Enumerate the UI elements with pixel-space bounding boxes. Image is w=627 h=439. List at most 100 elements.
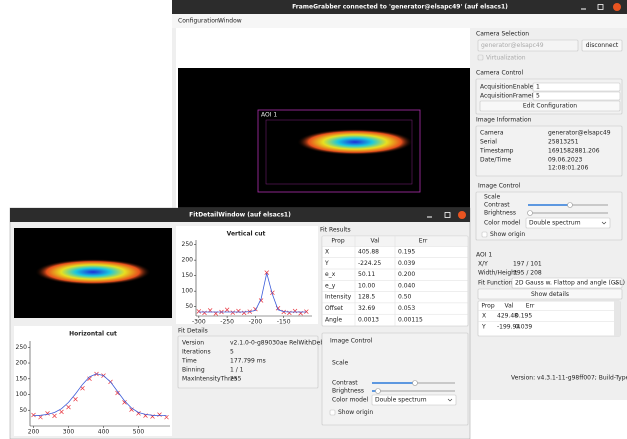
table-scrollbar xyxy=(614,301,620,336)
table-cell: 32.69 xyxy=(358,305,375,312)
info-label: Serial xyxy=(480,139,497,146)
table-cell: 0.195 xyxy=(515,313,532,320)
slider-handle[interactable] xyxy=(528,211,533,216)
section-heading: Camera Control xyxy=(476,70,523,77)
field-value: 5 xyxy=(536,93,540,100)
y-tick-label: 50 xyxy=(19,407,27,414)
table-cell: -224.25 xyxy=(358,260,381,267)
x-tick-label: 200 xyxy=(28,429,40,436)
field-label: Scale xyxy=(484,194,500,201)
beam-spot xyxy=(35,259,151,285)
button-label: disconnect xyxy=(586,42,619,49)
x-tick-label: -200 xyxy=(249,319,263,326)
input[interactable] xyxy=(533,92,620,100)
checkbox[interactable] xyxy=(482,232,487,237)
table-cell: X xyxy=(482,313,486,320)
table-cell: Offset xyxy=(325,305,344,312)
y-tick-label: 150 xyxy=(182,272,194,279)
close-button[interactable] xyxy=(458,211,466,219)
field-label: Color model xyxy=(484,220,521,227)
field-label: AcquisitionEnabled xyxy=(480,84,537,91)
table-cell: 0.0013 xyxy=(358,316,379,323)
info-label: Timestamp xyxy=(479,148,514,155)
info-value: 1691582881.206 xyxy=(548,148,600,155)
checkbox-label: Show origin xyxy=(490,231,525,238)
x-tick-label: -250 xyxy=(220,319,234,326)
detail-label: MaxIntensityThres xyxy=(182,376,237,383)
field-label: Width/Height xyxy=(478,270,518,277)
info-value: 25813251 xyxy=(548,139,579,146)
field-label: Brightness xyxy=(484,210,516,217)
field-label: Scale xyxy=(332,360,348,367)
table-cell: 128.5 xyxy=(358,294,375,301)
slider-handle[interactable] xyxy=(413,381,418,386)
table-cell: Angle xyxy=(325,316,342,323)
y-tick-label: 200 xyxy=(16,360,28,367)
table-cell: 0.039 xyxy=(515,324,532,331)
y-tick-label: 100 xyxy=(182,288,194,295)
x-tick-label: 400 xyxy=(98,429,110,436)
table-cell: 0.200 xyxy=(398,271,415,278)
section-heading: Image Control xyxy=(478,183,521,190)
section-heading: AOI 1 xyxy=(476,252,492,259)
y-tick-label: 250 xyxy=(182,241,194,248)
window-title: FrameGrabber connected to 'generator@els… xyxy=(292,4,508,11)
info-label: Camera xyxy=(480,130,504,137)
checkbox-label: Show origin xyxy=(338,409,373,416)
section-heading: Fit Details xyxy=(178,328,208,335)
slider-handle[interactable] xyxy=(376,389,381,394)
field-label: X/Y xyxy=(478,261,488,268)
table-cell: Y xyxy=(481,324,486,331)
y-tick-label: 200 xyxy=(182,257,194,264)
detail-label: Version xyxy=(182,340,204,347)
menu-item: Configuration xyxy=(178,18,219,25)
table-header: Err xyxy=(526,303,535,310)
combobox-value: Double spectrum xyxy=(375,397,427,404)
info-value: 12:08:01.206 xyxy=(548,165,588,172)
table-cell: 50.11 xyxy=(358,271,375,278)
detail-label: Binning xyxy=(182,367,205,374)
button-label: Edit Configuration xyxy=(523,103,577,110)
x-tick-label: -300 xyxy=(192,319,206,326)
table-cell: e_x xyxy=(325,271,336,278)
menu-item: Window xyxy=(218,18,242,25)
section-heading: Fit Results xyxy=(320,227,351,234)
checkbox-label: Virtualization xyxy=(486,55,526,62)
table-cell: 0.195 xyxy=(398,249,415,256)
table-cell: X xyxy=(325,249,329,256)
horizontal-cut-panel xyxy=(14,326,172,436)
x-tick-label: 500 xyxy=(133,429,145,436)
y-tick-label: 250 xyxy=(16,344,28,351)
field-label: Contrast xyxy=(484,202,510,209)
detail-label: Iterations xyxy=(182,349,211,356)
field-value: 1 xyxy=(536,84,540,91)
slider-handle[interactable] xyxy=(568,203,573,208)
detail-value: 255 xyxy=(230,376,242,383)
field-label: Color model xyxy=(332,397,369,404)
table-cell: 0.00115 xyxy=(398,316,423,323)
field-label: Brightness xyxy=(332,388,364,395)
table-cell: 10.00 xyxy=(358,282,375,289)
y-tick-label: 150 xyxy=(16,375,28,382)
combobox-value: Double spectrum xyxy=(529,220,581,227)
field-label: Fit Function xyxy=(478,280,513,287)
table-cell: 0.053 xyxy=(398,305,415,312)
aoi-label: AOI 1 xyxy=(261,112,277,119)
combobox-value: 2D Gauss w. Flattop and angle (GSL) xyxy=(515,280,625,287)
window-title: FitDetailWindow (auf elsacs1) xyxy=(189,212,291,219)
table-cell: Intensity xyxy=(325,294,352,301)
table-header: Prop xyxy=(331,238,345,245)
table-header: Val xyxy=(505,303,514,310)
y-tick-label: 100 xyxy=(16,391,28,398)
detail-value: 1 / 1 xyxy=(230,367,244,374)
table-cell: Y xyxy=(324,260,329,267)
checkbox xyxy=(478,55,483,60)
table-cell: 405.88 xyxy=(358,249,379,256)
section-heading: Image Control xyxy=(330,338,373,345)
table-header: Prop xyxy=(481,303,495,310)
input[interactable] xyxy=(533,83,620,91)
table-cell: 0.50 xyxy=(398,294,412,301)
table-cell: 0.040 xyxy=(398,282,415,289)
checkbox[interactable] xyxy=(330,410,335,415)
close-button[interactable] xyxy=(613,3,621,11)
